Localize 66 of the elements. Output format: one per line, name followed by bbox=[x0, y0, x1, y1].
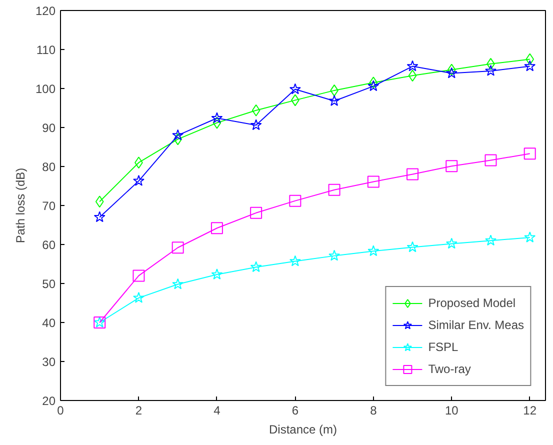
y-tick-label: 70 bbox=[42, 199, 56, 213]
point bbox=[211, 268, 223, 280]
point bbox=[289, 255, 301, 266]
point bbox=[524, 231, 536, 242]
point bbox=[250, 261, 262, 272]
x-tick-label: 4 bbox=[214, 404, 221, 418]
x-axis-title: Distance (m) bbox=[268, 422, 338, 436]
point bbox=[446, 238, 458, 249]
legend-label: Similar Env. Meas bbox=[428, 318, 524, 332]
point bbox=[172, 129, 184, 140]
x-tick-label: 10 bbox=[444, 404, 459, 418]
point bbox=[328, 94, 340, 106]
point bbox=[172, 278, 184, 290]
x-tick-label: 12 bbox=[523, 404, 537, 418]
point bbox=[368, 80, 380, 92]
point bbox=[252, 104, 260, 116]
point bbox=[289, 83, 301, 94]
y-tick-label: 80 bbox=[42, 160, 56, 174]
point bbox=[524, 60, 536, 72]
point bbox=[132, 270, 145, 282]
point bbox=[406, 60, 418, 72]
point bbox=[172, 242, 184, 254]
legend-label: Proposed Model bbox=[428, 296, 516, 310]
point bbox=[406, 241, 418, 252]
point bbox=[94, 211, 106, 222]
legend-label: FSPL bbox=[428, 340, 458, 354]
y-axis-title: Path loss (dB) bbox=[13, 168, 28, 244]
point bbox=[447, 64, 456, 76]
point bbox=[174, 133, 182, 146]
y-tick-label: 50 bbox=[42, 277, 56, 291]
y-tick-label: 100 bbox=[35, 82, 56, 96]
point bbox=[524, 148, 536, 160]
point bbox=[210, 222, 223, 234]
point bbox=[484, 154, 497, 166]
x-tick-label: 6 bbox=[292, 404, 299, 418]
point bbox=[328, 184, 340, 196]
y-tick-label: 110 bbox=[36, 43, 56, 57]
point bbox=[367, 176, 380, 188]
point bbox=[132, 292, 144, 303]
point bbox=[289, 194, 302, 207]
legend-label: Two-ray bbox=[428, 362, 471, 376]
point bbox=[368, 245, 380, 256]
x-tick-label: 2 bbox=[135, 404, 142, 418]
point bbox=[446, 160, 458, 172]
point bbox=[250, 206, 262, 219]
point bbox=[212, 116, 222, 129]
point bbox=[446, 67, 458, 78]
point bbox=[211, 112, 223, 124]
point bbox=[95, 196, 104, 208]
point bbox=[485, 64, 496, 76]
x-tick-label: 0 bbox=[57, 404, 64, 418]
y-tick-label: 40 bbox=[42, 316, 56, 330]
y-tick-label: 120 bbox=[35, 4, 56, 18]
point bbox=[328, 250, 340, 261]
point bbox=[406, 168, 419, 180]
y-tick-label: 90 bbox=[42, 121, 56, 135]
point bbox=[369, 76, 378, 89]
y-tick-label: 20 bbox=[42, 394, 56, 408]
point bbox=[408, 70, 417, 82]
point bbox=[485, 234, 496, 246]
point bbox=[132, 174, 144, 186]
x-tick-label: 8 bbox=[370, 404, 378, 418]
point bbox=[250, 119, 262, 130]
y-tick-label: 30 bbox=[42, 355, 56, 369]
point bbox=[526, 53, 534, 66]
y-tick-label: 60 bbox=[42, 238, 56, 252]
